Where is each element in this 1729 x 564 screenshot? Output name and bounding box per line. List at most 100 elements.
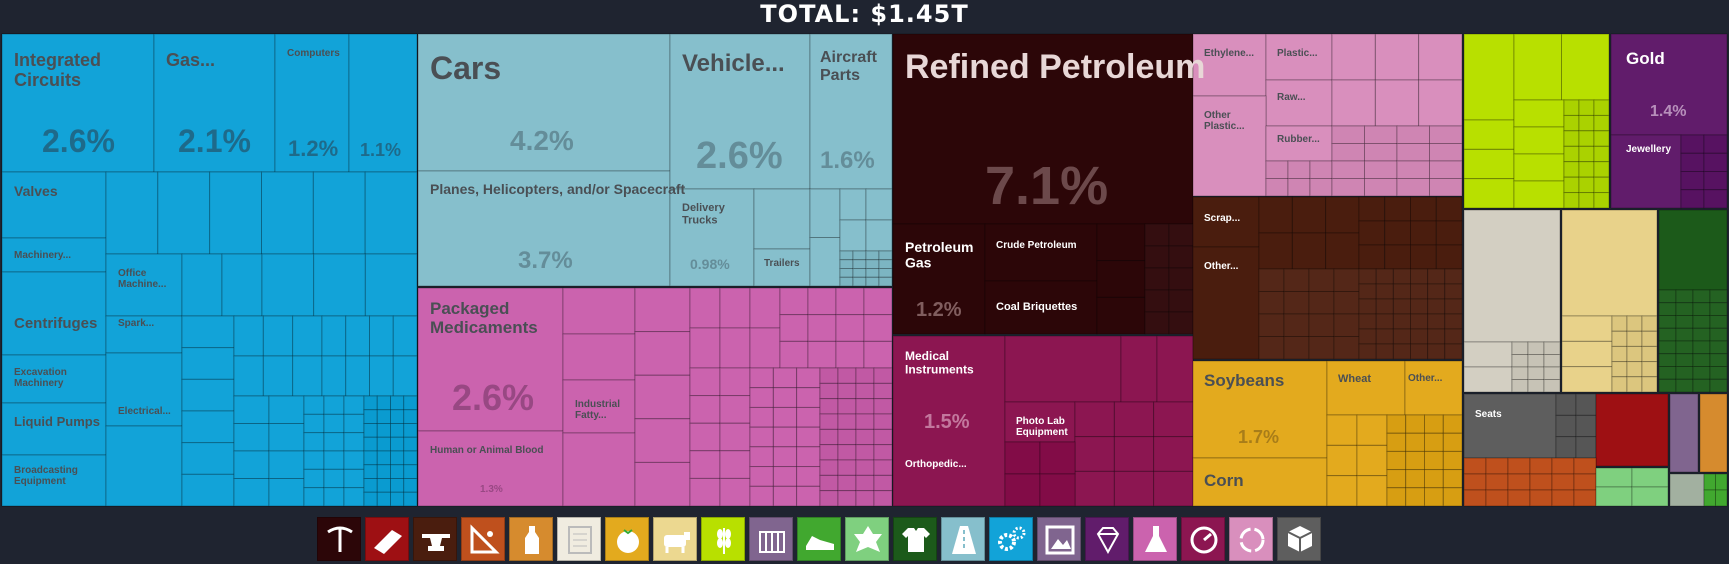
stone-icon[interactable]	[461, 517, 505, 561]
treemap-small-cell[interactable]	[1358, 283, 1377, 300]
flask-icon[interactable]	[1133, 517, 1177, 561]
treemap-small-cell[interactable]	[1561, 340, 1613, 368]
treemap-small-cell[interactable]	[689, 422, 721, 452]
picture-icon[interactable]	[1037, 517, 1081, 561]
treemap-cell[interactable]	[1669, 473, 1705, 507]
treemap-small-cell[interactable]	[837, 428, 857, 446]
treemap-small-cell[interactable]	[1442, 450, 1463, 471]
tile-medical-instruments[interactable]	[892, 335, 1006, 507]
treemap-small-cell[interactable]	[1593, 145, 1610, 163]
treemap-small-cell[interactable]	[878, 268, 893, 278]
treemap-small-cell[interactable]	[1578, 192, 1595, 209]
treemap-small-cell[interactable]	[634, 287, 691, 333]
treemap-small-cell[interactable]	[1715, 489, 1728, 507]
treemap-small-cell[interactable]	[390, 464, 405, 479]
treemap-small-cell[interactable]	[1692, 327, 1711, 342]
tile-broadcasting[interactable]	[1, 454, 107, 507]
treemap-small-cell[interactable]	[1658, 327, 1677, 342]
treemap-small-cell[interactable]	[1641, 345, 1658, 363]
treemap-small-cell[interactable]	[1631, 486, 1669, 507]
cow-icon[interactable]	[653, 517, 697, 561]
treemap-small-cell[interactable]	[634, 331, 691, 376]
treemap-small-cell[interactable]	[865, 259, 880, 269]
treemap-small-cell[interactable]	[1444, 343, 1463, 360]
treemap-small-cell[interactable]	[819, 444, 839, 461]
treemap-small-cell[interactable]	[1039, 473, 1076, 507]
tile-computers[interactable]	[274, 33, 350, 173]
treemap-small-cell[interactable]	[1578, 114, 1595, 132]
treemap-small-cell[interactable]	[749, 485, 774, 507]
treemap-small-cell[interactable]	[1511, 366, 1529, 380]
treemap-small-cell[interactable]	[796, 406, 821, 428]
treemap-small-cell[interactable]	[1392, 298, 1412, 315]
treemap-small-cell[interactable]	[1578, 130, 1595, 147]
treemap-small-cell[interactable]	[1333, 313, 1360, 337]
treemap-small-cell[interactable]	[268, 395, 305, 424]
treemap-small-cell[interactable]	[772, 367, 798, 389]
treemap-small-cell[interactable]	[403, 409, 418, 424]
scroll-icon[interactable]	[557, 517, 601, 561]
treemap-small-cell[interactable]	[1144, 267, 1170, 291]
treemap-small-cell[interactable]	[1424, 469, 1444, 489]
treemap-small-cell[interactable]	[1692, 340, 1711, 355]
treemap-small-cell[interactable]	[749, 287, 781, 329]
treemap-small-cell[interactable]	[1004, 441, 1041, 475]
shirt-icon[interactable]	[893, 517, 937, 561]
treemap-small-cell[interactable]	[181, 315, 235, 349]
treemap-small-cell[interactable]	[1463, 119, 1515, 150]
treemap-small-cell[interactable]	[1442, 487, 1463, 507]
tile-valves[interactable]	[1, 171, 107, 239]
treemap-small-cell[interactable]	[1527, 366, 1545, 380]
treemap-small-cell[interactable]	[1424, 432, 1444, 452]
treemap-small-cell[interactable]	[181, 347, 235, 380]
treemap-small-cell[interactable]	[1485, 457, 1509, 475]
treemap-small-cell[interactable]	[313, 253, 366, 317]
treemap-small-cell[interactable]	[1004, 473, 1041, 507]
treemap-small-cell[interactable]	[1626, 330, 1643, 347]
treemap-small-cell[interactable]	[689, 327, 721, 369]
treemap-small-cell[interactable]	[796, 466, 821, 487]
treemap-small-cell[interactable]	[1709, 315, 1728, 329]
treemap-small-cell[interactable]	[233, 355, 264, 397]
treemap-small-cell[interactable]	[1427, 298, 1446, 315]
treemap-small-cell[interactable]	[1575, 414, 1597, 438]
treemap-small-cell[interactable]	[1709, 327, 1728, 342]
treemap-small-cell[interactable]	[819, 382, 839, 400]
tile-wheat[interactable]	[1326, 360, 1406, 416]
treemap-small-cell[interactable]	[873, 382, 893, 400]
treemap-small-cell[interactable]	[233, 395, 270, 424]
treemap-small-cell[interactable]	[1675, 366, 1694, 380]
treemap-small-cell[interactable]	[1153, 470, 1194, 507]
treemap-small-cell[interactable]	[268, 478, 305, 507]
treemap-small-cell[interactable]	[749, 446, 774, 468]
treemap-small-cell[interactable]	[865, 188, 893, 221]
tile-crude-petroleum[interactable]	[984, 223, 1098, 282]
treemap-small-cell[interactable]	[1658, 353, 1677, 367]
treemap-small-cell[interactable]	[1410, 220, 1437, 246]
treemap-small-cell[interactable]	[1074, 470, 1115, 507]
treemap-small-cell[interactable]	[343, 413, 365, 434]
treemap-small-cell[interactable]	[1641, 330, 1658, 347]
treemap-small-cell[interactable]	[1386, 487, 1407, 507]
tile-gas[interactable]	[153, 33, 276, 173]
treemap-small-cell[interactable]	[303, 468, 325, 489]
treemap-small-cell[interactable]	[376, 409, 391, 424]
treemap-small-cell[interactable]	[1308, 336, 1335, 360]
treemap-small-cell[interactable]	[1658, 315, 1677, 329]
treemap-small-cell[interactable]	[1424, 414, 1444, 434]
treemap-small-cell[interactable]	[1611, 345, 1628, 363]
treemap-small-cell[interactable]	[1551, 473, 1575, 491]
treemap-small-cell[interactable]	[855, 382, 875, 400]
treemap-small-cell[interactable]	[1593, 114, 1610, 132]
treemap-small-cell[interactable]	[1511, 354, 1529, 368]
treemap-small-cell[interactable]	[873, 413, 893, 430]
treemap-small-cell[interactable]	[363, 478, 378, 493]
treemap-small-cell[interactable]	[1331, 79, 1376, 127]
treemap-small-cell[interactable]	[1120, 335, 1158, 403]
treemap-small-cell[interactable]	[1578, 99, 1595, 116]
treemap-small-cell[interactable]	[1611, 361, 1628, 378]
treemap-small-cell[interactable]	[689, 450, 721, 479]
treemap-small-cell[interactable]	[1703, 473, 1716, 491]
treemap-small-cell[interactable]	[855, 444, 875, 461]
treemap-small-cell[interactable]	[1356, 414, 1388, 446]
